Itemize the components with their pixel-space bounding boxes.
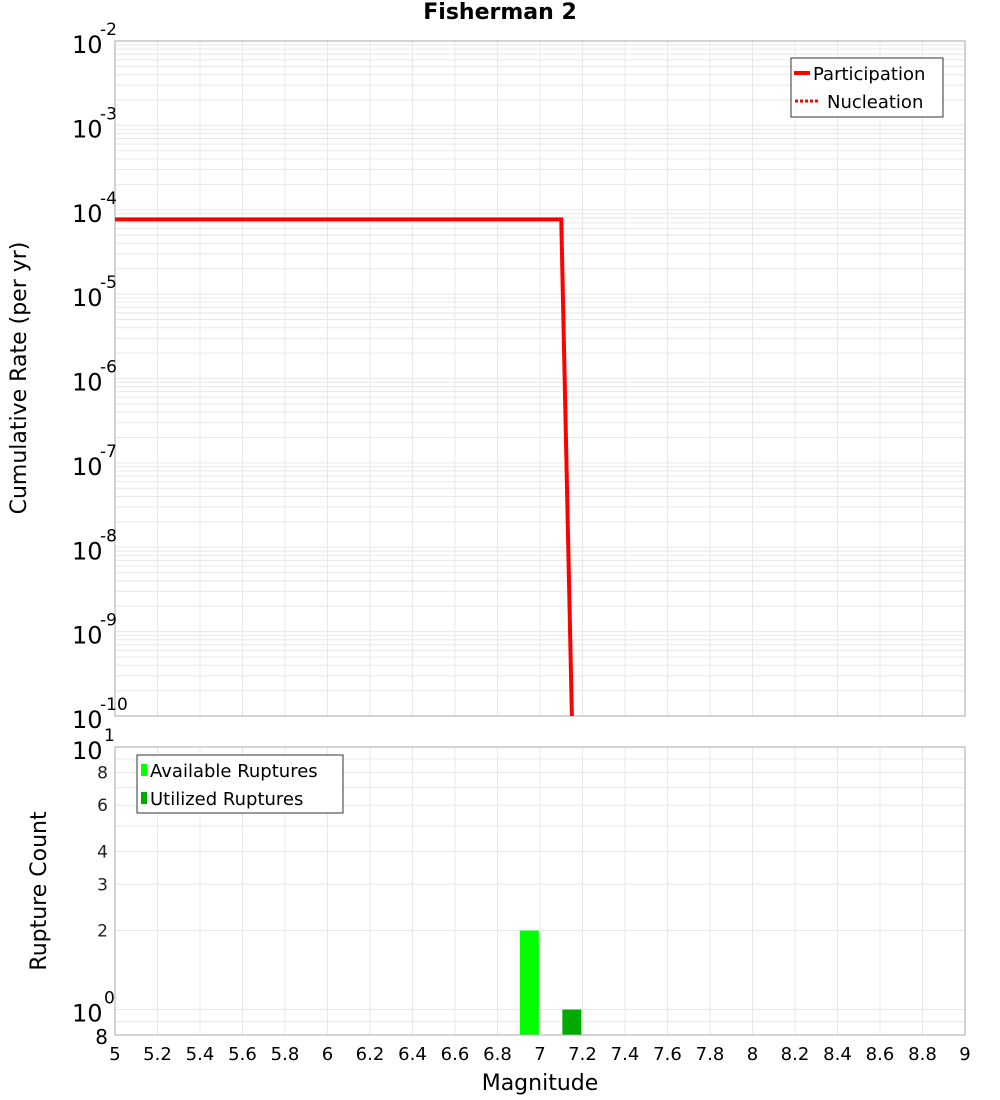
x-tick-label: 6.2	[356, 1044, 385, 1065]
x-tick-label: 6	[322, 1044, 333, 1065]
svg-text:-8: -8	[100, 526, 117, 546]
x-tick-label: 5.6	[228, 1044, 257, 1065]
y-tick-label: 10-9	[72, 611, 117, 650]
y-minor-tick-label: 6	[97, 796, 108, 816]
svg-text:-9: -9	[100, 611, 117, 631]
legend-participation: Participation	[813, 64, 925, 85]
y-tick-label: 10-10	[72, 695, 128, 734]
x-tick-label: 8.4	[823, 1044, 852, 1065]
top-plot-y-ticks: 10-210-310-410-510-610-710-810-910-10	[72, 20, 128, 734]
svg-text:-4: -4	[100, 189, 117, 209]
legend-available: Available Ruptures	[150, 761, 318, 782]
svg-text:10: 10	[72, 537, 103, 565]
x-tick-label: 8	[747, 1044, 758, 1065]
svg-text:1: 1	[104, 726, 115, 746]
x-tick-label: 7	[534, 1044, 545, 1065]
x-tick-label: 6.6	[441, 1044, 470, 1065]
svg-text:-7: -7	[100, 442, 117, 462]
x-tick-label: 5.4	[186, 1044, 215, 1065]
y-tick-label: 10-3	[72, 104, 117, 143]
x-tick-label: 8.6	[866, 1044, 895, 1065]
bar-available-ruptures	[519, 930, 539, 1035]
top-plot-series	[115, 217, 574, 717]
x-tick-label: 6.8	[483, 1044, 512, 1065]
y-tick-label: 101	[72, 726, 115, 765]
svg-text:-3: -3	[100, 104, 117, 124]
chart-title: Fisherman 2	[423, 0, 577, 25]
available-swatch	[141, 764, 147, 776]
y-tick-label: 10-2	[72, 20, 117, 59]
svg-text:0: 0	[104, 989, 115, 1009]
x-tick-label: 5.2	[143, 1044, 172, 1065]
x-tick-label: 7.8	[696, 1044, 725, 1065]
y-tick-label: 10-8	[72, 526, 117, 565]
top-plot-grid	[114, 41, 966, 717]
x-tick-label: 8.2	[781, 1044, 810, 1065]
bottom-legend: Available Ruptures Utilized Ruptures	[136, 754, 344, 814]
y-minor-tick-label: 3	[97, 875, 108, 895]
svg-text:10: 10	[72, 706, 103, 734]
svg-text:-5: -5	[100, 273, 117, 293]
y-tick-label: 10-4	[72, 189, 117, 228]
x-tick-label: 9	[959, 1044, 970, 1065]
svg-text:-2: -2	[100, 20, 117, 40]
top-legend: Participation Nucleation	[790, 57, 944, 118]
svg-text:10: 10	[72, 31, 103, 59]
y-minor-tick-label: 8	[97, 763, 108, 783]
x-tick-label: 5.8	[271, 1044, 300, 1065]
svg-text:10: 10	[72, 284, 103, 312]
legend-nucleation: Nucleation	[827, 92, 923, 113]
series-nucleation	[115, 217, 574, 717]
bottom-plot-bars	[519, 930, 582, 1035]
x-tick-label: 7.4	[611, 1044, 640, 1065]
svg-text:-6: -6	[100, 358, 117, 378]
y-minor-tick-label: 4	[97, 842, 108, 862]
y-tick-label: 10-7	[72, 442, 117, 481]
svg-text:10: 10	[72, 369, 103, 397]
svg-text:10: 10	[72, 1000, 103, 1028]
svg-text:10: 10	[72, 200, 103, 228]
svg-text:10: 10	[72, 453, 103, 481]
top-y-axis-label: Cumulative Rate (per yr)	[7, 242, 32, 515]
svg-text:10: 10	[72, 737, 103, 765]
y-tick-label: 100	[72, 989, 115, 1028]
svg-text:10: 10	[72, 115, 103, 143]
svg-text:-10: -10	[100, 695, 128, 715]
x-axis-ticks: 5 5.2 5.4 5.6 5.8 6 6.2 6.4 6.6 6.8 7 7.2 7.4 7.6 7.8 8…	[109, 1044, 970, 1065]
bar-utilized-ruptures	[562, 1009, 582, 1035]
x-tick-label: 6.4	[398, 1044, 427, 1065]
top-plot-frame	[114, 40, 966, 717]
legend-utilized: Utilized Ruptures	[150, 789, 303, 810]
x-tick-label: 7.2	[568, 1044, 597, 1065]
y-minor-tick-label: 2	[97, 922, 108, 942]
bottom-y-axis-label: Rupture Count	[27, 811, 52, 971]
utilized-swatch	[141, 792, 147, 804]
bottom-plot-frame	[114, 746, 966, 1036]
x-axis-label: Magnitude	[482, 1071, 599, 1096]
y-tick-label: 10-6	[72, 358, 117, 397]
y-minor-tick-label: 8	[95, 1025, 108, 1049]
x-tick-label: 5	[109, 1044, 120, 1065]
svg-text:10: 10	[72, 622, 103, 650]
x-tick-label: 7.6	[653, 1044, 682, 1065]
x-tick-label: 8.8	[908, 1044, 937, 1065]
y-tick-label: 10-5	[72, 273, 117, 312]
